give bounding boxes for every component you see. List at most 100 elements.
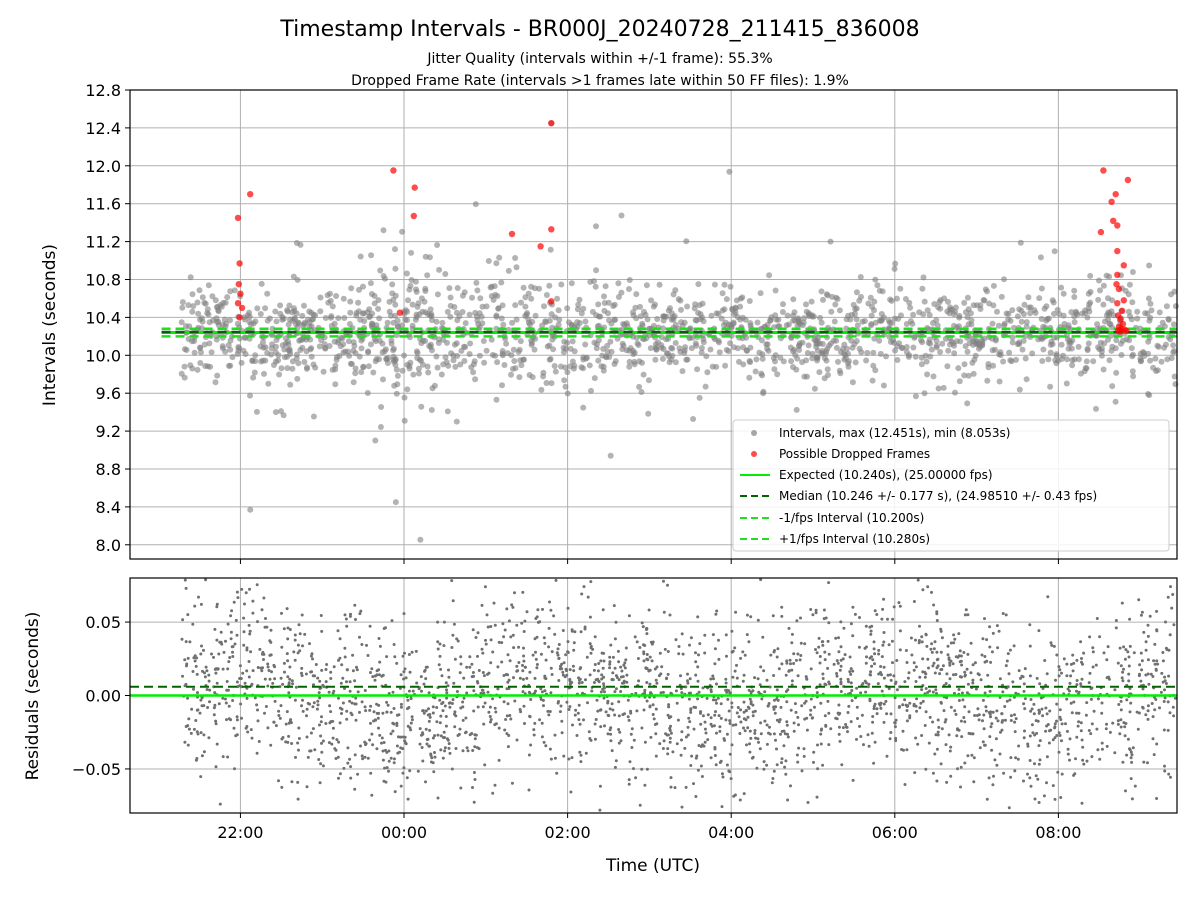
residual-point: [496, 687, 500, 691]
residual-point: [871, 658, 875, 662]
residual-point: [311, 657, 314, 661]
residual-point: [652, 717, 656, 721]
interval-point: [950, 311, 957, 318]
residual-point: [722, 737, 726, 741]
residual-point: [422, 711, 426, 715]
interval-point: [253, 408, 260, 415]
interval-point: [746, 374, 753, 381]
residual-point: [661, 747, 665, 750]
interval-point: [1108, 332, 1114, 339]
residual-point: [489, 718, 493, 721]
residual-point: [1119, 699, 1123, 703]
residual-point: [608, 660, 612, 664]
residual-point: [966, 613, 970, 617]
residual-point: [277, 779, 280, 783]
residual-point: [407, 689, 411, 693]
residual-point: [882, 720, 886, 724]
interval-point: [512, 302, 519, 309]
residual-point: [300, 674, 304, 678]
residual-point: [520, 621, 524, 625]
interval-point: [935, 304, 942, 311]
residual-point: [905, 705, 909, 708]
residual-point: [981, 698, 985, 702]
residual-point: [869, 629, 873, 633]
interval-point: [1093, 405, 1099, 412]
residual-point: [483, 701, 487, 705]
residual-point: [963, 613, 967, 617]
residual-point: [234, 618, 238, 622]
residual-point: [336, 629, 340, 633]
interval-point: [399, 228, 406, 235]
interval-point: [285, 341, 292, 348]
residual-point: [875, 707, 879, 711]
residual-point: [954, 655, 958, 659]
interval-point: [664, 350, 671, 357]
interval-point: [376, 337, 383, 344]
residual-point: [725, 654, 728, 658]
interval-point: [593, 267, 600, 274]
interval-point: [818, 350, 825, 357]
interval-point: [346, 352, 353, 359]
residual-point: [1072, 700, 1076, 704]
residual-point: [522, 646, 525, 650]
interval-point: [293, 240, 300, 246]
residual-point: [813, 705, 816, 709]
residual-point: [645, 626, 649, 630]
residual-point: [355, 665, 358, 669]
residual-point: [260, 669, 264, 673]
residual-point: [1146, 672, 1150, 676]
residual-point: [561, 673, 565, 677]
residual-point: [606, 732, 610, 736]
residual-point: [370, 793, 374, 797]
residual-point: [1034, 719, 1038, 723]
residual-point: [634, 776, 638, 780]
interval-point: [1038, 334, 1045, 341]
interval-point: [1112, 398, 1119, 405]
residual-point: [897, 601, 901, 605]
chart-title: Timestamp Intervals - BR000J_20240728_21…: [279, 17, 919, 42]
interval-point: [996, 378, 1003, 385]
residual-point: [809, 608, 813, 611]
residual-point: [482, 691, 486, 695]
residual-point: [1142, 630, 1146, 634]
residual-point: [666, 583, 669, 587]
residual-point: [1089, 697, 1093, 701]
residual-point: [812, 750, 816, 754]
residual-point: [918, 706, 922, 710]
interval-point: [647, 345, 654, 352]
residual-point: [487, 710, 491, 714]
residual-point: [235, 590, 239, 594]
residual-point: [370, 732, 374, 736]
residual-point: [668, 736, 672, 740]
residual-point: [359, 744, 362, 748]
interval-point: [919, 285, 926, 292]
interval-point: [790, 296, 797, 303]
residual-point: [1014, 717, 1018, 721]
residual-point: [829, 727, 833, 731]
interval-point: [377, 424, 384, 430]
residual-point: [401, 654, 405, 658]
residual-point: [776, 647, 780, 651]
residual-point: [768, 725, 771, 729]
interval-point: [227, 288, 234, 295]
residual-point: [450, 579, 454, 583]
residual-point: [1141, 706, 1145, 710]
interval-point: [424, 363, 431, 370]
residual-point: [1005, 699, 1009, 703]
residual-point: [953, 691, 956, 695]
residual-point: [617, 728, 621, 731]
residual-point: [390, 619, 394, 623]
interval-point: [389, 281, 396, 288]
residual-point: [805, 716, 809, 720]
interval-point: [365, 363, 372, 370]
interval-point: [360, 363, 367, 370]
interval-point: [1069, 362, 1076, 369]
residual-point: [709, 756, 713, 760]
residual-point: [311, 727, 315, 731]
residual-point: [725, 690, 729, 694]
residual-point: [867, 682, 871, 686]
residual-point: [1168, 711, 1172, 715]
residual-point: [508, 659, 512, 663]
interval-point: [481, 359, 488, 366]
residual-point: [190, 707, 194, 711]
